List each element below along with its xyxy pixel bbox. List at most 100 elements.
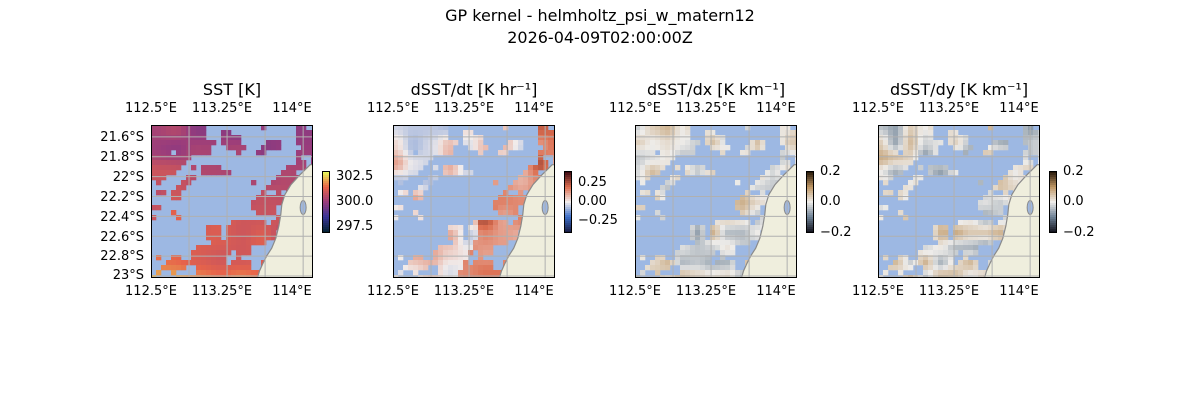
dsst-dt-cell xyxy=(478,145,484,151)
dsst-dt-cell xyxy=(403,125,409,131)
sst-cell xyxy=(211,225,217,231)
sst-cell xyxy=(161,265,167,271)
dsst-dx-cell xyxy=(725,145,731,151)
dsst-dt-cell xyxy=(463,245,469,251)
sst-cell xyxy=(161,150,167,156)
sst-cell xyxy=(256,240,262,246)
dsst-dx-cell xyxy=(780,140,786,146)
dsst-dy-cell xyxy=(1018,165,1024,171)
dsst-dy-cell xyxy=(958,260,964,266)
dsst-dy-cell xyxy=(973,235,979,241)
top-tick-x1: 113.25°E xyxy=(191,101,253,116)
dsst-dy-cell xyxy=(998,200,1004,206)
dsst-dt-cell xyxy=(478,240,484,246)
sst-cell xyxy=(306,150,312,156)
dsst-dy-cell xyxy=(878,170,884,176)
dsst-dx-cell xyxy=(755,180,761,186)
sst-cell xyxy=(171,265,177,271)
dsst-dy-cell xyxy=(928,170,934,176)
dsst-dx-cell xyxy=(785,140,791,146)
dsst-dx-cell xyxy=(645,130,651,136)
dsst-dt-cell xyxy=(403,165,409,171)
dsst-dx-cell xyxy=(635,160,641,166)
sst-cell xyxy=(201,170,207,176)
sst-cell xyxy=(251,270,257,276)
dsst-dt-cell xyxy=(538,165,544,171)
dsst-dx-cell xyxy=(755,235,761,241)
dsst-dx-cell xyxy=(685,130,691,136)
dsst-dt-cell xyxy=(443,255,449,261)
dsst-dy-cell xyxy=(948,260,954,266)
dsst-dt-cell xyxy=(493,240,499,246)
sst-cell xyxy=(191,135,197,141)
dsst-dy-cell xyxy=(933,165,939,171)
sst-cell xyxy=(236,235,242,241)
dsst-dx-cell xyxy=(675,150,681,156)
colorbar-swatch xyxy=(322,175,330,178)
dsst-dy-cell xyxy=(998,180,1004,186)
dsst-dx-cell xyxy=(655,165,661,171)
dsst-dy-cell xyxy=(993,185,999,191)
sst-cell xyxy=(276,220,282,226)
dsst-dy-cell xyxy=(978,205,984,211)
colorbar-swatch xyxy=(1049,177,1057,180)
dsst-dt-cell xyxy=(418,155,424,161)
sst-cell xyxy=(181,150,187,156)
dsst-dt-cell xyxy=(478,265,484,271)
dsst-dx-cell xyxy=(695,230,701,236)
dsst-dx-cell xyxy=(685,270,691,276)
dsst-dt-cell xyxy=(393,145,399,151)
dsst-dt-cell xyxy=(483,235,489,241)
dsst-dy-cell xyxy=(923,130,929,136)
dsst-dx-cell xyxy=(710,145,716,151)
colorbar-swatch xyxy=(1049,187,1057,190)
colorbar-swatch xyxy=(806,175,814,178)
dsst-dt-cell xyxy=(463,265,469,271)
bottom-tick-x1: 113.25°E xyxy=(191,284,253,299)
bottom-tick-x0: 112.5°E xyxy=(852,284,904,299)
colorbar-swatch xyxy=(564,203,572,206)
dsst-dt-cell xyxy=(423,140,429,146)
dsst-dy-cell xyxy=(948,245,954,251)
dsst-dx-cell xyxy=(680,150,686,156)
dsst-dx-cell xyxy=(695,270,701,276)
dsst-dy-cell xyxy=(948,265,954,271)
colorbar-swatch xyxy=(322,205,330,208)
dsst-dx-cell xyxy=(745,240,751,246)
dsst-dy-cell xyxy=(998,225,1004,231)
dsst-dt-cell xyxy=(448,235,454,241)
sst-cell xyxy=(241,145,247,151)
dsst-dx-cell xyxy=(655,260,661,266)
dsst-dy-cell xyxy=(933,150,939,156)
colorbar-swatch xyxy=(806,207,814,210)
dsst-dt-cell xyxy=(433,175,439,181)
top-tick-x0: 112.5°E xyxy=(609,101,661,116)
dsst-dt-cell xyxy=(393,175,399,181)
dsst-dy-cell xyxy=(918,130,924,136)
dsst-dx-cell xyxy=(660,185,666,191)
dsst-dx-cell xyxy=(740,150,746,156)
sst-cell xyxy=(251,240,257,246)
sst-cell xyxy=(261,190,267,196)
dsst-dt-cell xyxy=(468,245,474,251)
sst-cell xyxy=(256,225,262,231)
colorbar-swatch xyxy=(322,229,330,232)
dsst-dy-cell xyxy=(1023,135,1029,141)
dsst-dy-cell xyxy=(958,230,964,236)
sst-cell xyxy=(226,235,232,241)
dsst-dy-cell xyxy=(973,220,979,226)
dsst-dy-cell xyxy=(1023,125,1029,131)
dsst-dy-cell xyxy=(993,145,999,151)
dsst-dt-cell xyxy=(418,125,424,131)
dsst-dy-cell xyxy=(998,145,1004,151)
dsst-dt-cell xyxy=(438,270,444,276)
sst-cell xyxy=(161,155,167,161)
dsst-dx-cell xyxy=(635,140,641,146)
dsst-dy-cell xyxy=(1008,180,1014,186)
dsst-dt-cell xyxy=(448,170,454,176)
sst-cell xyxy=(176,130,182,136)
dsst-dy-cell xyxy=(888,130,894,136)
dsst-dt-cell xyxy=(438,145,444,151)
dsst-dy-cell xyxy=(963,255,969,261)
colorbar-swatch xyxy=(1049,225,1057,228)
